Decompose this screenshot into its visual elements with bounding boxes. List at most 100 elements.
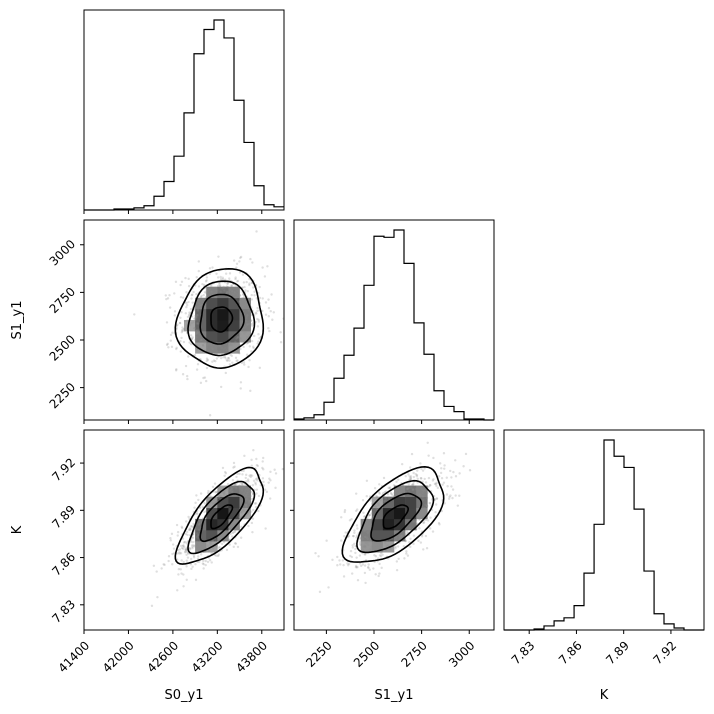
sample-point (231, 491, 234, 494)
density-cell (371, 496, 384, 509)
sample-point (421, 469, 425, 472)
sample-point (219, 286, 222, 289)
sample-point (452, 470, 455, 474)
sample-point (240, 525, 243, 529)
sample-point (338, 559, 341, 562)
sample-point (236, 279, 240, 283)
sample-point (382, 500, 386, 503)
sample-point (222, 348, 225, 351)
sample-point (195, 349, 198, 352)
sample-point (213, 482, 217, 485)
sample-point (420, 467, 423, 471)
sample-point (216, 276, 220, 279)
sample-point (185, 291, 188, 294)
sample-point (368, 548, 371, 551)
sample-point (195, 276, 198, 279)
sample-point (193, 317, 197, 320)
sample-point (395, 568, 399, 572)
sample-point (248, 490, 252, 493)
sample-point (243, 363, 246, 366)
sample-point (264, 313, 268, 316)
panel-frame (83, 219, 285, 421)
sample-point (203, 510, 206, 514)
sample-point (206, 491, 210, 495)
sample-point (189, 563, 193, 566)
sample-point (181, 373, 185, 376)
sample-point (203, 341, 206, 344)
sample-point (222, 540, 226, 544)
sample-point (268, 477, 271, 480)
sample-point (195, 535, 199, 538)
sample-point (245, 280, 248, 284)
sample-point (196, 540, 199, 543)
sample-point (361, 563, 365, 566)
sample-point (242, 281, 246, 284)
sample-point (415, 528, 418, 531)
sample-point (237, 291, 241, 294)
sample-point (169, 539, 172, 542)
sample-point (185, 303, 189, 307)
sample-point (256, 309, 259, 313)
sample-point (248, 499, 251, 502)
sample-point (262, 480, 265, 484)
scatter-panel-s1-y1-vs-s0-y1 (83, 219, 285, 421)
sample-point (384, 496, 388, 500)
sample-point (226, 285, 229, 289)
sample-point (171, 563, 174, 566)
sample-point (205, 509, 208, 513)
sample-point (215, 272, 218, 275)
sample-point (199, 339, 203, 342)
y-tick-label: 7.92 (49, 455, 78, 484)
sample-point (180, 329, 184, 332)
histogram-step-line (294, 229, 494, 421)
sample-point (205, 340, 208, 343)
sample-point (222, 356, 225, 359)
sample-point (165, 343, 169, 347)
sample-point (182, 327, 186, 331)
sample-point (195, 322, 199, 325)
sample-point (187, 313, 191, 316)
density-cell (371, 518, 384, 531)
sample-point (427, 476, 431, 480)
sample-point (249, 322, 253, 326)
density-cell (228, 485, 240, 497)
sample-point (429, 527, 432, 530)
sample-point (184, 548, 188, 552)
sample-point (218, 285, 222, 288)
sample-point (211, 502, 215, 505)
sample-point (253, 502, 257, 505)
density-cell (195, 297, 207, 310)
sample-point (223, 355, 227, 359)
sample-point (199, 492, 203, 495)
sample-point (238, 516, 242, 519)
sample-point (250, 313, 253, 317)
sample-point (188, 341, 191, 344)
sample-point (238, 300, 242, 303)
sample-point (200, 294, 203, 298)
sample-point (197, 533, 200, 537)
sample-point (422, 511, 426, 514)
sample-point (230, 290, 234, 293)
sample-point (226, 290, 229, 294)
sample-point (233, 291, 236, 294)
sample-point (196, 545, 200, 548)
sample-point (241, 482, 244, 485)
sample-point (191, 336, 194, 339)
sample-point (197, 305, 200, 309)
sample-point (234, 486, 238, 489)
sample-point (188, 527, 192, 530)
sample-point (246, 323, 249, 327)
sample-point (267, 306, 271, 310)
sample-point (325, 539, 328, 542)
sample-point (175, 368, 178, 371)
sample-point (363, 525, 366, 529)
sample-point (233, 290, 236, 294)
sample-point (189, 308, 193, 311)
sample-point (245, 317, 248, 320)
sample-point (339, 563, 342, 566)
sample-point (336, 555, 339, 559)
sample-point (197, 555, 200, 558)
sample-point (274, 472, 278, 475)
density-cell (206, 496, 218, 509)
sample-point (197, 546, 200, 550)
